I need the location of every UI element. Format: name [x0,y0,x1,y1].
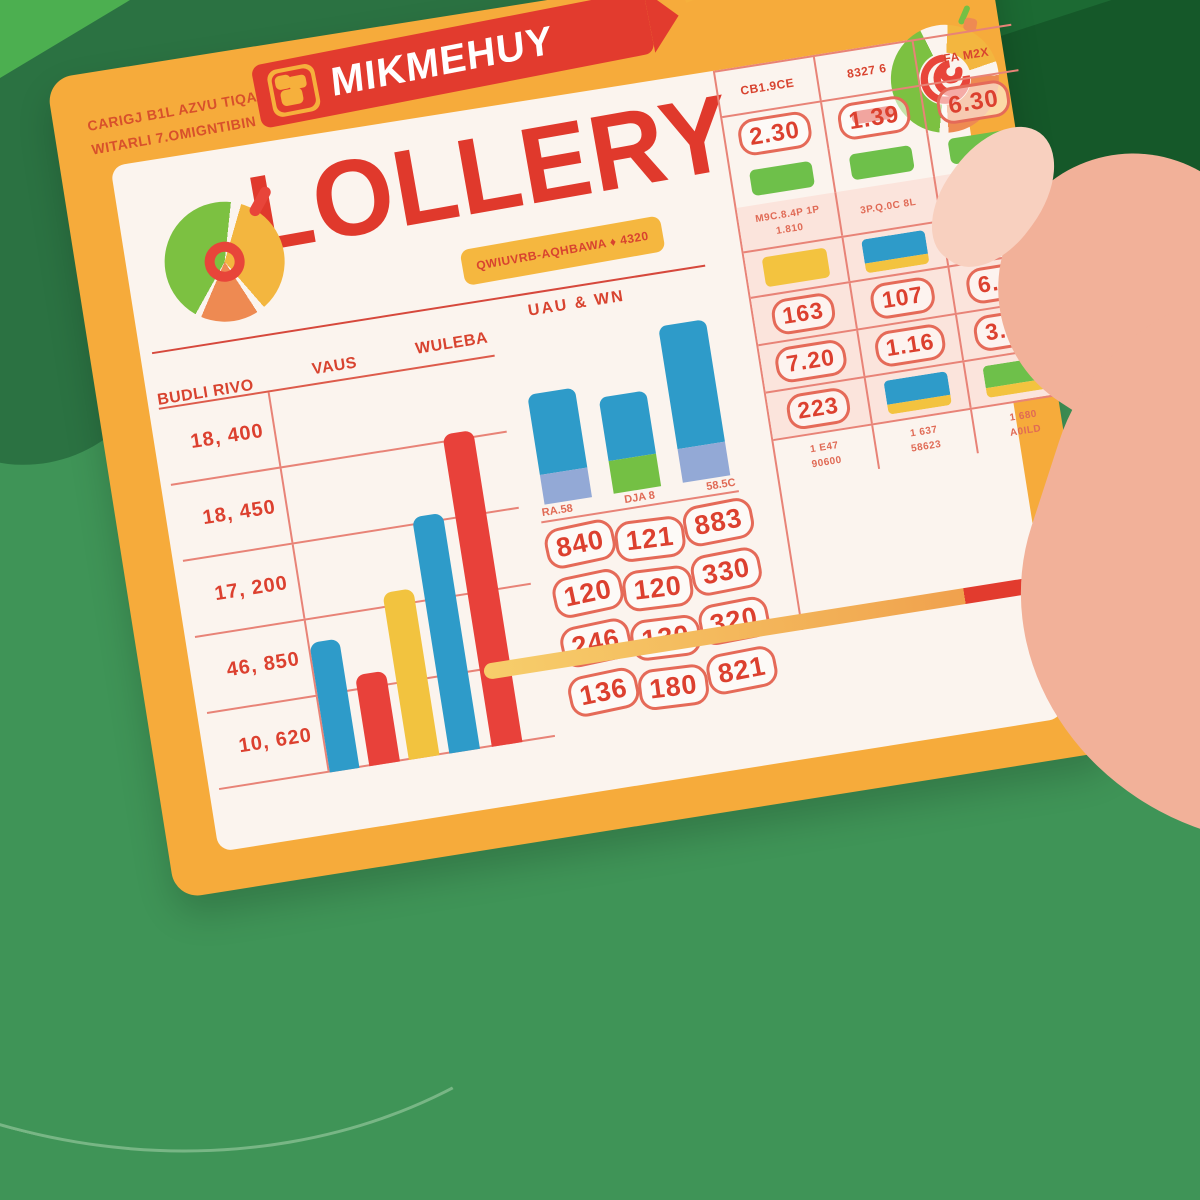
small-text: 3P.Q.0C 8L [859,196,917,217]
small-text: 1 E47 90600 [809,439,843,471]
right-header-label: 8327 6 [846,60,888,81]
stack-top-segment [598,390,656,461]
panel-number: 223 [784,385,853,432]
blue-yellow-bar [860,229,931,274]
number-grid: 840121883120120330246130320136180821 [541,495,781,720]
grid-number: 120 [549,566,627,621]
ribbon-label: MIKMEHUY [328,17,555,105]
green-bar [848,145,915,181]
chart-bar [354,670,400,767]
grid-number: 136 [565,665,643,720]
right-header-label: CB1.9CE [739,75,796,98]
grid-number: 330 [688,544,765,599]
stack-label: RA.58 [540,502,574,520]
grid-number: 121 [612,514,688,564]
blue-yellow-bar [883,370,953,415]
panel-number: 1.16 [872,322,948,369]
small-text: 1 637 58623 [909,424,943,455]
stack-top-segment [658,319,725,449]
stacked-bar-chart [514,316,737,505]
small-text: 1 680 A0ILD [1008,408,1043,439]
grid-number: 840 [541,516,619,572]
stat-number: 2.30 [735,109,814,158]
stat-number: 1.39 [835,93,913,142]
grid-number: 821 [703,643,781,698]
grid-number: 883 [680,495,757,550]
small-text: M9C.8.4P 1P 1.810 [754,204,821,238]
results-table-chart: BUDLI RIVO VAUS WULEBA 18, 400 18, 450 17, 2… [155,330,556,791]
grid-number: 180 [636,662,711,713]
stat-number: 6.30 [934,78,1013,127]
panel-number: 163 [769,291,838,337]
panel-number: 7.20 [773,338,849,385]
results-table: 18, 400 18, 450 17, 200 46, 850 10, 620 [159,356,556,791]
stacked-bar [589,328,662,494]
stack-label: DJA 8 [623,489,656,507]
yellow-bar [761,247,831,288]
chart-bar [308,638,360,773]
right-header-label: FA M2X [942,44,990,66]
stack-label: 58.5C [705,476,737,494]
stack-top-segment [527,387,588,476]
grid-number: 120 [620,563,696,614]
panel-number: 107 [868,275,937,321]
green-bar [748,160,816,197]
money-bag-icon [265,62,322,119]
lottery-ticket: CARIGJ B1L AZVU TIQAA WITARLI 7.OMIGNTIB… [45,0,1115,900]
ribbon-2x-badge: 2X [676,0,722,11]
